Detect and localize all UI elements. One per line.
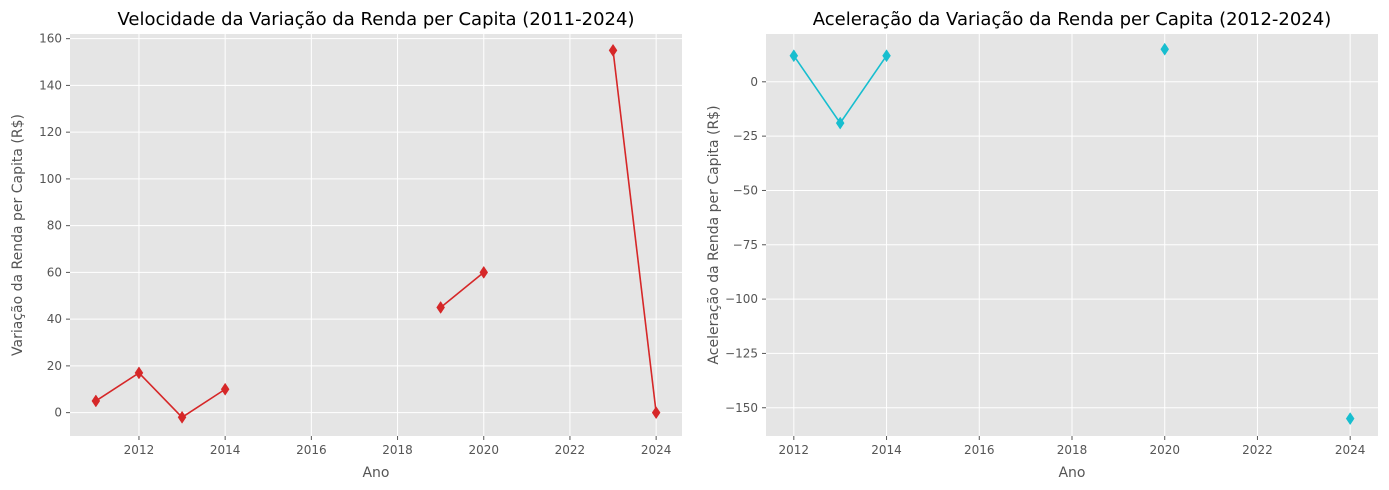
y-tick-label: 60 xyxy=(47,265,62,279)
y-tick-label: 40 xyxy=(47,312,62,326)
x-tick-label: 2018 xyxy=(382,443,413,457)
series-line xyxy=(440,271,485,309)
y-tick-label: −25 xyxy=(733,129,758,143)
data-point-marker xyxy=(789,49,799,63)
data-point-marker xyxy=(177,410,187,424)
x-tick-label: 2024 xyxy=(1335,443,1366,457)
data-point-marker xyxy=(835,116,845,130)
y-tick-label: −125 xyxy=(725,346,758,360)
x-tick-label: 2022 xyxy=(1242,443,1273,457)
y-tick-label: 20 xyxy=(47,359,62,373)
data-point-marker xyxy=(1160,42,1170,56)
chart-title: Aceleração da Variação da Renda per Capi… xyxy=(813,9,1332,30)
x-tick-label: 2022 xyxy=(555,443,586,457)
x-tick-label: 2016 xyxy=(296,443,327,457)
x-tick-label: 2014 xyxy=(871,443,902,457)
x-axis-label: Ano xyxy=(1058,465,1085,481)
y-axis-label: Aceleração da Renda per Capita (R$) xyxy=(706,105,722,364)
chart-title: Velocidade da Variação da Renda per Capi… xyxy=(118,9,635,30)
y-tick-label: 100 xyxy=(39,172,62,186)
x-tick-label: 2012 xyxy=(124,443,155,457)
velocity-chart: 2012 2014 2016 2018 2020 2022 2024 0 20 40 60 80 100… xyxy=(10,9,682,481)
x-tick-label: 2024 xyxy=(641,443,672,457)
y-axis-label: Variação da Renda per Capita (R$) xyxy=(10,114,26,356)
data-point-marker xyxy=(651,406,661,420)
data-point-marker xyxy=(91,394,101,408)
y-tick-label: 80 xyxy=(47,219,62,233)
series-line xyxy=(612,50,657,413)
data-point-marker xyxy=(1345,412,1355,426)
x-tick-label: 2020 xyxy=(468,443,499,457)
x-tick-label: 2018 xyxy=(1057,443,1088,457)
x-tick-label: 2014 xyxy=(210,443,241,457)
x-tick-label: 2012 xyxy=(779,443,810,457)
x-tick-label: 2016 xyxy=(964,443,995,457)
y-tick-label: −50 xyxy=(733,183,758,197)
y-tick-label: −150 xyxy=(725,401,758,415)
data-point-marker xyxy=(882,49,891,63)
data-point-marker xyxy=(436,301,445,314)
plot-area xyxy=(70,34,682,436)
y-tick-label: 0 xyxy=(54,406,62,420)
y-tick-label: 160 xyxy=(39,32,62,46)
data-point-marker xyxy=(608,43,618,57)
y-tick-label: −100 xyxy=(725,292,758,306)
y-tick-label: 120 xyxy=(39,125,62,139)
data-point-marker xyxy=(220,382,230,396)
x-axis-label: Ano xyxy=(362,465,389,481)
acceleration-chart: 2012 2014 2016 2018 2020 2022 2024 0 −25 −50 −75 −1… xyxy=(706,9,1378,481)
y-tick-label: 0 xyxy=(750,75,758,89)
y-tick-label: −75 xyxy=(733,238,758,252)
series-line xyxy=(95,371,226,419)
data-point-marker xyxy=(479,265,489,279)
x-tick-label: 2020 xyxy=(1149,443,1180,457)
y-tick-label: 140 xyxy=(39,78,62,92)
data-point-marker xyxy=(134,366,144,380)
